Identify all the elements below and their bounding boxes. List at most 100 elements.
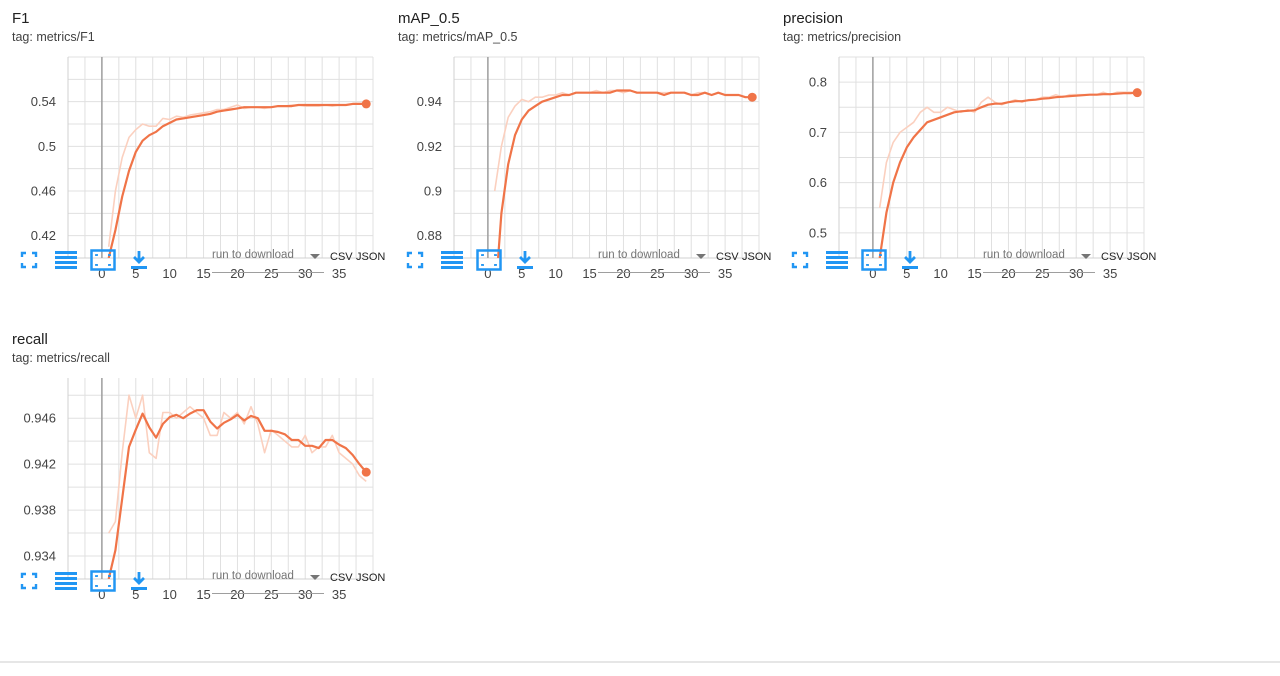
json-link[interactable]: JSON (356, 572, 386, 584)
list-icon[interactable] (51, 566, 81, 596)
chart-plot-map: 0 5 10 15 20 25 30 35 0.88 0.9 0.92 0.94 (386, 42, 761, 282)
x-tick-label: 30 (298, 266, 312, 281)
fullscreen-icon[interactable] (785, 245, 815, 275)
chart-card-f1: F1 tag: metrics/F1 0 5 10 15 20 25 30 35 0.42 0.4… (0, 0, 385, 305)
chart-toolbar: run to download CSV JSON (8, 245, 388, 279)
list-icon[interactable] (51, 245, 81, 275)
chart-card-map: mAP_0.5 tag: metrics/mAP_0.5 0 5 10 15 20 25 3… (386, 0, 771, 305)
y-tick-label: 0.938 (23, 503, 56, 518)
footer-divider (0, 661, 1280, 663)
json-link[interactable]: JSON (1127, 251, 1157, 263)
chart-card-recall: recall tag: metrics/recall 0 5 10 15 20 25 30 3… (0, 321, 385, 626)
fit-domain-icon[interactable] (88, 245, 118, 275)
chart-title: mAP_0.5 (398, 10, 460, 27)
run-download-select[interactable]: run to download (212, 566, 324, 594)
y-tick-label: 0.934 (23, 549, 56, 564)
x-tick-label: 20 (230, 587, 244, 602)
run-select-placeholder: run to download (983, 249, 1065, 261)
x-tick-label: 35 (332, 587, 346, 602)
chart-toolbar: run to download CSV JSON (394, 245, 774, 279)
chart-svg: 0 5 10 15 20 25 30 35 0.934 0.938 0.942 0.946 (23, 378, 374, 602)
chart-tag: tag: metrics/precision (783, 30, 902, 44)
y-tick-label: 0.5 (38, 139, 56, 154)
x-tick-label: 30 (298, 587, 312, 602)
run-download-select[interactable]: run to download (598, 245, 710, 273)
fullscreen-icon[interactable] (14, 566, 44, 596)
download-icon[interactable] (124, 566, 154, 596)
x-tick-label: 30 (684, 266, 698, 281)
x-tick-label: 20 (230, 266, 244, 281)
x-tick-label: 20 (1001, 266, 1015, 281)
y-tick-label: 0.94 (417, 94, 442, 109)
x-tick-label: 5 (132, 266, 139, 281)
y-tick-label: 0.6 (809, 175, 827, 190)
fullscreen-icon[interactable] (14, 245, 44, 275)
x-tick-label: 25 (264, 587, 278, 602)
chart-svg: 0 5 10 15 20 25 30 35 0.88 0.9 0.92 0.94 (417, 56, 760, 281)
x-tick-label: 5 (132, 587, 139, 602)
last-point-marker (361, 99, 371, 109)
chart-plot-recall: 0 5 10 15 20 25 30 35 0.934 0.938 0.942 0.946 (0, 363, 375, 603)
chart-tag: tag: metrics/mAP_0.5 (398, 30, 518, 44)
y-tick-label: 0.9 (424, 184, 442, 199)
csv-link[interactable]: CSV (330, 572, 353, 584)
y-tick-label: 0.54 (31, 94, 56, 109)
x-tick-label: 30 (1069, 266, 1083, 281)
x-tick-label: 15 (196, 587, 210, 602)
x-tick-label: 15 (582, 266, 596, 281)
csv-link[interactable]: CSV (1101, 251, 1124, 263)
x-tick-label: 10 (162, 587, 176, 602)
x-tick-label: 5 (518, 266, 525, 281)
run-select-placeholder: run to download (598, 249, 680, 261)
chart-toolbar: run to download CSV JSON (779, 245, 1159, 279)
run-select-placeholder: run to download (212, 249, 294, 261)
chart-card-precision: precision tag: metrics/precision 0 5 10 15 2… (771, 0, 1156, 305)
download-icon[interactable] (895, 245, 925, 275)
chart-title: precision (783, 10, 844, 27)
chart-plot-f1: 0 5 10 15 20 25 30 35 0.42 0.46 0.5 0.54 (0, 42, 375, 282)
fullscreen-icon[interactable] (400, 245, 430, 275)
json-link[interactable]: JSON (742, 251, 772, 263)
raw-series-line (108, 394, 367, 534)
x-tick-label: 25 (650, 266, 664, 281)
run-download-select[interactable]: run to download (212, 245, 324, 273)
csv-link[interactable]: CSV (330, 251, 353, 263)
chart-svg: 0 5 10 15 20 25 30 35 0.5 0.6 0.7 0.8 (809, 56, 1145, 281)
chart-svg: 0 5 10 15 20 25 30 35 0.42 0.46 0.5 0.54 (31, 56, 374, 281)
x-tick-label: 10 (162, 266, 176, 281)
csv-link[interactable]: CSV (716, 251, 739, 263)
download-icon[interactable] (124, 245, 154, 275)
x-tick-label: 35 (718, 266, 732, 281)
smoothed-series-line (107, 409, 368, 579)
x-tick-label: 35 (332, 266, 346, 281)
y-tick-label: 0.942 (23, 457, 56, 472)
fit-domain-icon[interactable] (859, 245, 889, 275)
x-tick-label: 0 (98, 266, 105, 281)
list-icon[interactable] (437, 245, 467, 275)
smoothed-series-line (107, 102, 367, 258)
x-tick-label: 10 (548, 266, 562, 281)
smoothed-series-line (497, 89, 753, 258)
chart-tag: tag: metrics/recall (12, 351, 110, 365)
run-select-placeholder: run to download (212, 570, 294, 582)
download-icon[interactable] (510, 245, 540, 275)
smoothed-series-line (878, 91, 1138, 258)
x-tick-label: 5 (903, 266, 910, 281)
fit-domain-icon[interactable] (474, 245, 504, 275)
y-tick-label: 0.946 (23, 411, 56, 426)
y-tick-label: 0.8 (809, 75, 827, 90)
y-tick-label: 0.88 (417, 228, 442, 243)
chart-title: F1 (12, 10, 30, 27)
x-tick-label: 10 (933, 266, 947, 281)
fit-domain-icon[interactable] (88, 566, 118, 596)
x-tick-label: 0 (484, 266, 491, 281)
chevron-down-icon (310, 254, 320, 259)
list-icon[interactable] (822, 245, 852, 275)
x-tick-label: 20 (616, 266, 630, 281)
run-download-select[interactable]: run to download (983, 245, 1095, 273)
y-tick-label: 0.42 (31, 228, 56, 243)
x-tick-label: 15 (196, 266, 210, 281)
chevron-down-icon (696, 254, 706, 259)
x-tick-label: 25 (1035, 266, 1049, 281)
json-link[interactable]: JSON (356, 251, 386, 263)
